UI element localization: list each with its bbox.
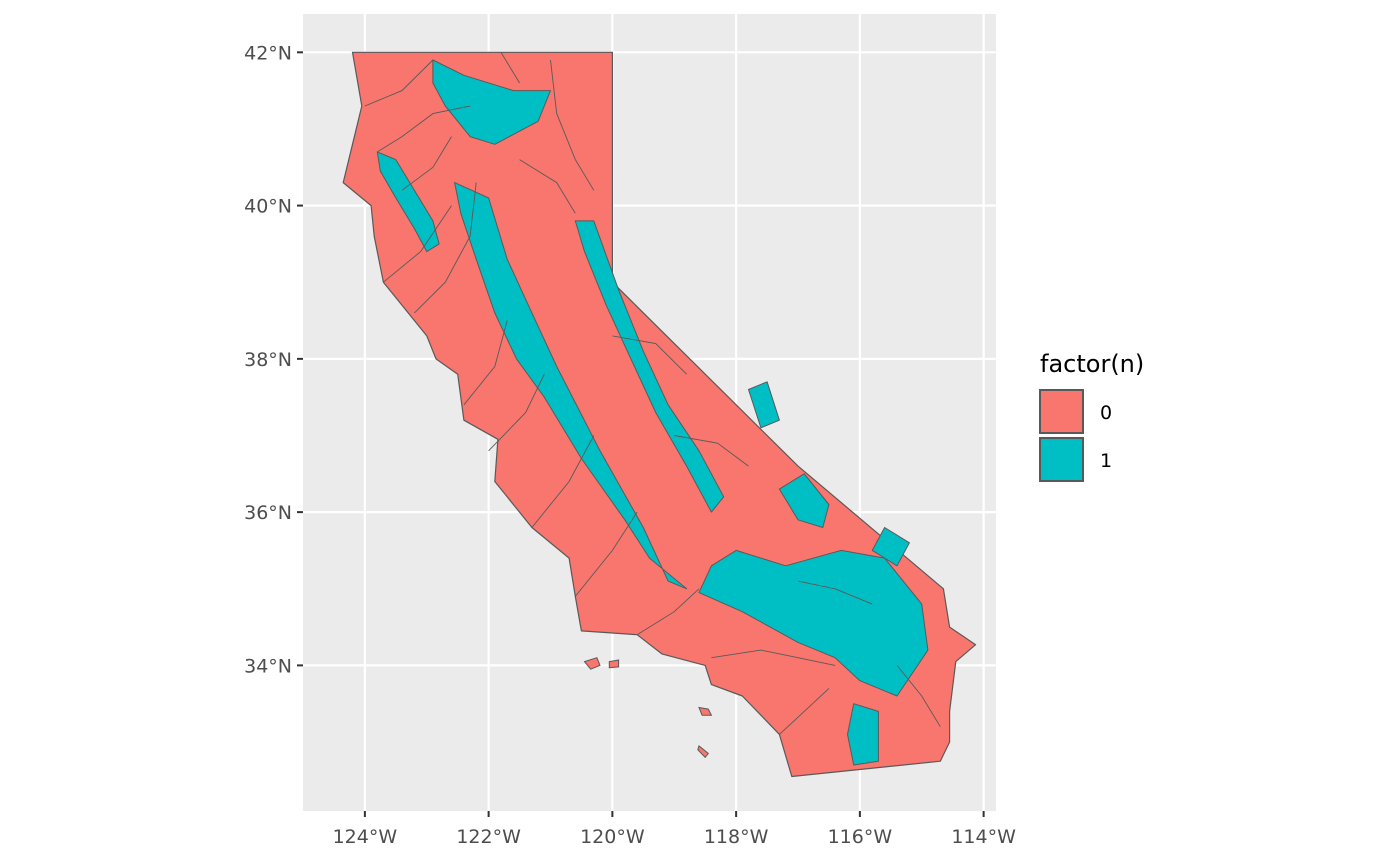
y-tick-label-2: 38°N <box>244 349 292 371</box>
y-tick-label-3: 40°N <box>244 196 292 218</box>
region-boundary-13 <box>612 335 687 375</box>
axes: 124°W 122°W 120°W 118°W 116°W 114°W 34°N 36°N 38… <box>244 42 1016 848</box>
x-tick-label-1: 122°W <box>456 826 521 848</box>
y-tick-label-4: 42°N <box>244 42 292 64</box>
region-class-1-3 <box>574 220 725 513</box>
y-tick-label-0: 34°N <box>244 655 292 677</box>
island-0 <box>583 657 601 670</box>
map-polygons <box>342 51 977 778</box>
legend: factor(n) 0 1 <box>1039 350 1144 482</box>
region-class-1-8 <box>748 381 780 429</box>
region-boundary-3 <box>414 182 477 314</box>
x-tick-label-5: 114°W <box>951 826 1016 848</box>
region-boundary-12 <box>500 52 520 84</box>
x-tick-label-0: 124°W <box>333 826 398 848</box>
region-boundary-17 <box>519 159 576 214</box>
x-tick-label-2: 120°W <box>580 826 645 848</box>
legend-key-0 <box>1039 389 1084 434</box>
x-tick-label-4: 116°W <box>828 826 893 848</box>
region-boundary-14 <box>674 435 749 467</box>
region-boundary-4 <box>463 320 508 406</box>
region-class-1-7 <box>871 527 910 567</box>
region-class-1-6 <box>778 473 830 528</box>
region-boundary-10 <box>779 688 830 735</box>
region-class-1-4 <box>698 549 929 697</box>
region-class-1-1 <box>432 59 551 145</box>
region-class-1-2 <box>454 182 688 590</box>
island-3 <box>697 745 709 759</box>
legend-label-1: 1 <box>1100 450 1112 472</box>
region-boundary-11 <box>550 59 595 191</box>
region-boundary-2 <box>383 205 452 283</box>
legend-title: factor(n) <box>1040 350 1144 378</box>
region-boundary-7 <box>574 511 638 597</box>
island-2 <box>698 706 713 716</box>
region-boundary-6 <box>531 435 595 528</box>
region-boundary-15 <box>797 580 873 605</box>
region-boundary-16 <box>896 665 941 727</box>
region-boundary-0 <box>364 59 434 107</box>
region-class-1-5 <box>847 703 879 766</box>
legend-label-0: 0 <box>1100 402 1112 424</box>
region-boundary-1 <box>377 105 471 153</box>
y-tick-label-1: 36°N <box>244 502 292 524</box>
x-tick-label-3: 118°W <box>704 826 769 848</box>
region-boundary-18 <box>401 136 452 191</box>
region-class-1-0 <box>376 151 440 253</box>
legend-key-1 <box>1039 437 1084 482</box>
region-boundary-5 <box>488 374 545 452</box>
region-boundary-9 <box>711 649 836 666</box>
island-1 <box>608 659 620 669</box>
region-boundary-8 <box>636 588 700 636</box>
